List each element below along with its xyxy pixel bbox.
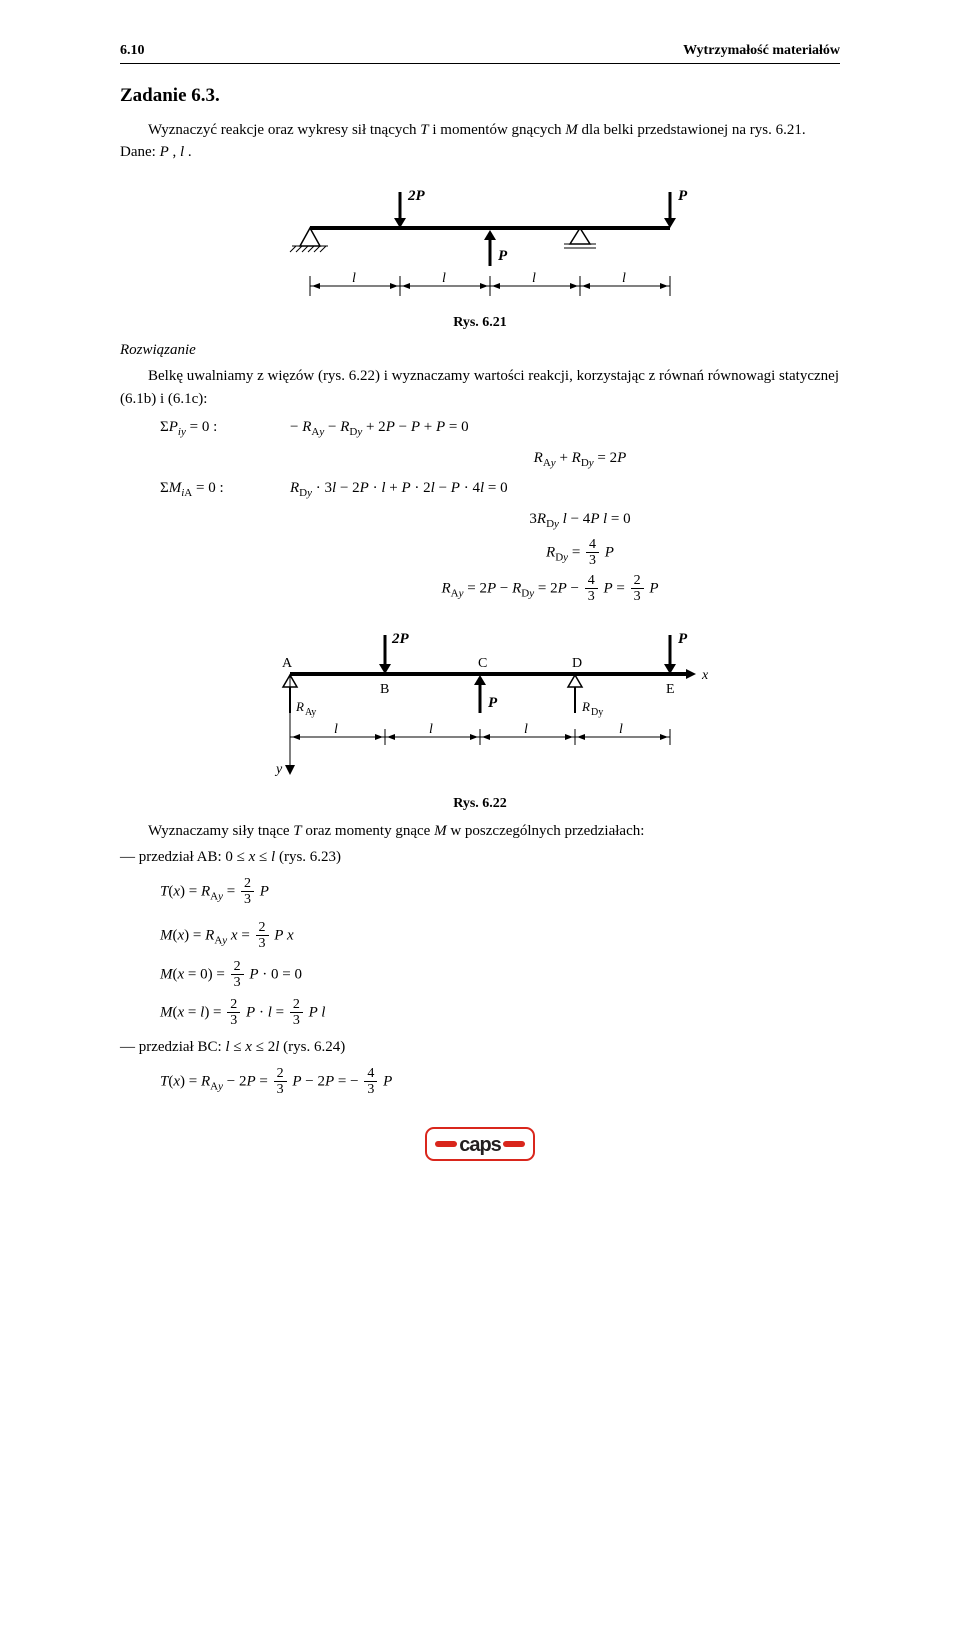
svg-text:x: x	[701, 668, 709, 683]
fig622-caption: Rys. 6.22	[120, 793, 840, 814]
task-intro: Wyznaczyć reakcje oraz wykresy sił tnący…	[120, 119, 840, 164]
footer-logo: caps	[120, 1127, 840, 1169]
page-number: 6.10	[120, 40, 145, 61]
equation-block-ab: T(x) = RAy = 23 P M(x) = RAy x = 23 P x …	[160, 877, 840, 1029]
solution-heading: Rozwiązanie	[120, 339, 840, 362]
svg-text:Ay: Ay	[305, 707, 316, 718]
svg-text:B: B	[380, 682, 389, 697]
svg-text:l: l	[352, 271, 356, 286]
svg-text:l: l	[429, 722, 433, 737]
equation-block-bc: T(x) = RAy − 2P = 23 P − 2P = − 43 P	[160, 1067, 840, 1097]
svg-text:y: y	[274, 762, 283, 777]
fig621-caption: Rys. 6.21	[120, 312, 840, 333]
label-P-right: P	[678, 188, 688, 204]
svg-text:P: P	[678, 631, 688, 647]
svg-text:l: l	[622, 271, 626, 286]
svg-text:l: l	[334, 722, 338, 737]
svg-text:E: E	[666, 682, 675, 697]
label-P-up: P	[498, 248, 508, 264]
svg-text:l: l	[619, 722, 623, 737]
task-heading: Zadanie 6.3.	[120, 82, 840, 111]
figure-6-21: 2P P P l l l l Rys. 6.21	[120, 178, 840, 333]
shear-intro: Wyznaczamy siły tnące T oraz momenty gną…	[120, 820, 840, 843]
svg-text:l: l	[442, 271, 446, 286]
chapter-title: Wytrzymałość materiałów	[683, 40, 840, 61]
svg-text:2P: 2P	[391, 631, 410, 647]
solution-para1: Belkę uwalniamy z więzów (rys. 6.22) i w…	[120, 365, 840, 410]
svg-text:D: D	[572, 656, 582, 671]
svg-text:C: C	[478, 656, 487, 671]
label-2P: 2P	[407, 188, 426, 204]
page-header: 6.10 Wytrzymałość materiałów	[120, 40, 840, 64]
figure-6-22: x A B C D E 2P P P RAy RDy	[120, 619, 840, 814]
segment-ab-label: — przedział AB: 0 ≤ x ≤ l (rys. 6.23)	[120, 846, 840, 869]
svg-text:R: R	[581, 699, 590, 714]
svg-text:l: l	[532, 271, 536, 286]
equation-block-1: ΣPiy = 0 : − RAy − RDy + 2P − P + P = 0 …	[160, 416, 840, 605]
svg-text:Dy: Dy	[591, 707, 603, 718]
segment-bc-label: — przedział BC: l ≤ x ≤ 2l (rys. 6.24)	[120, 1036, 840, 1059]
svg-text:A: A	[282, 656, 293, 671]
svg-text:P: P	[488, 695, 498, 711]
svg-text:R: R	[295, 699, 304, 714]
svg-text:caps: caps	[459, 1134, 501, 1156]
svg-text:l: l	[524, 722, 528, 737]
